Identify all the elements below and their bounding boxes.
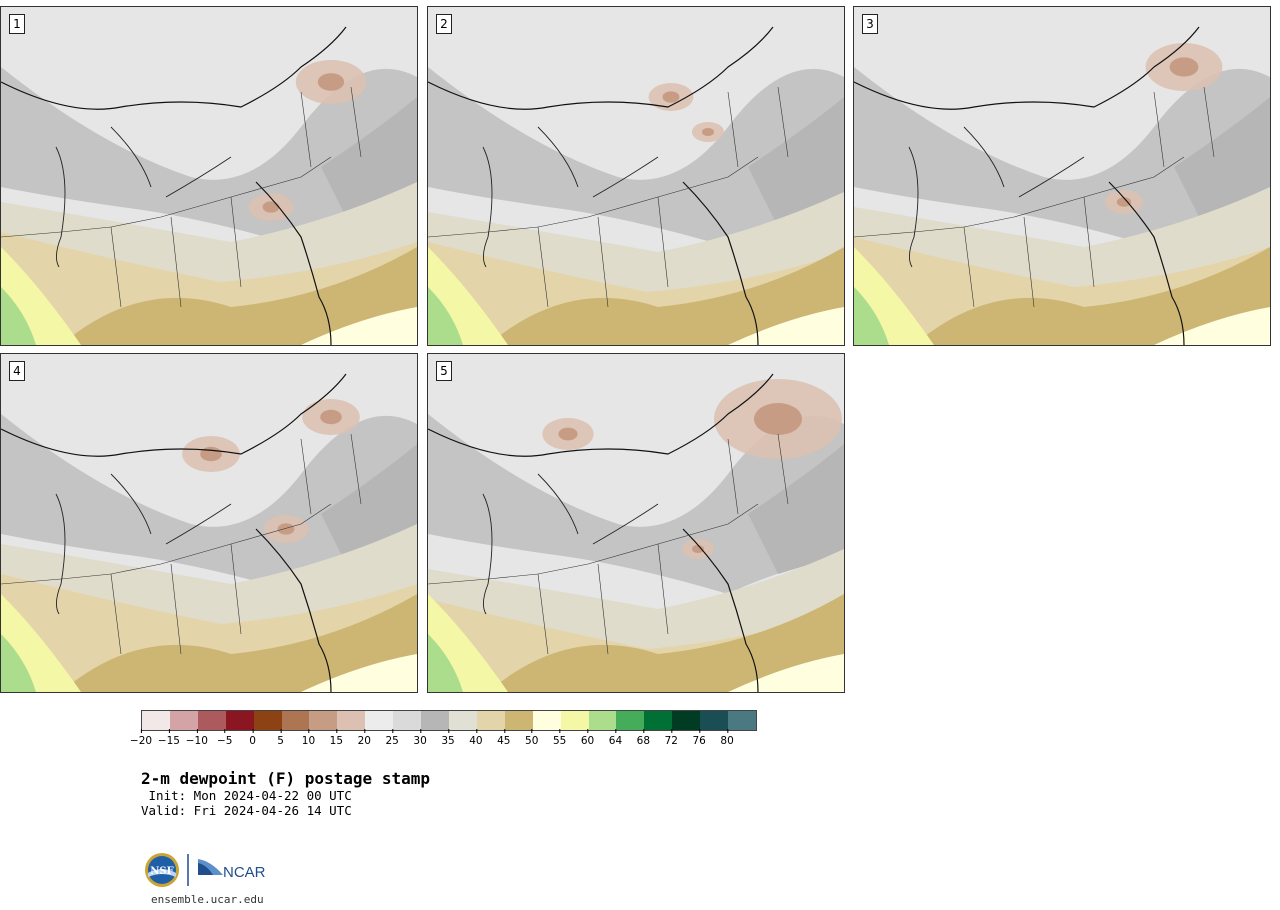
colorbar-swatch	[365, 711, 394, 730]
colorbar-swatch	[448, 711, 477, 730]
colorbar-swatch	[197, 711, 226, 730]
nsf-logo-text: NSF	[150, 866, 173, 877]
colorbar-swatch	[588, 711, 617, 730]
panel-number: 5	[436, 361, 452, 381]
colorbar-swatch	[142, 711, 170, 730]
colorbar-swatch	[309, 711, 338, 730]
colorbar-ticks: −20 −15 −10 −5 0 5 10 15 20 25 30 35 40 45 50 55 60 64 68 7…	[130, 729, 755, 749]
init-time: Init: Mon 2024-04-22 00 UTC	[141, 788, 352, 803]
colorbar-tick-label: −5	[217, 729, 232, 747]
website-url: ensemble.ucar.edu	[151, 893, 264, 906]
colorbar-tick-label: 10	[302, 729, 315, 747]
plot-title: 2-m dewpoint (F) postage stamp	[141, 769, 430, 788]
dewpoint-map	[1, 7, 417, 345]
panel-number: 1	[9, 14, 25, 34]
colorbar-tick-label: −15	[158, 729, 180, 747]
colorbar-tick-label: 40	[469, 729, 483, 747]
colorbar-swatch	[393, 711, 422, 730]
colorbar-swatch	[421, 711, 449, 730]
dewpoint-map	[854, 7, 1270, 345]
colorbar-tick-label: 30	[413, 729, 427, 747]
colorbar-tick-label: 20	[358, 729, 371, 747]
colorbar-swatch	[700, 711, 729, 730]
map-panel-5: 5	[427, 353, 845, 693]
colorbar-swatch	[616, 711, 645, 730]
colorbar-swatch	[728, 711, 756, 730]
colorbar-swatch	[337, 711, 366, 730]
panel-number: 4	[9, 361, 25, 381]
colorbar-tick-label: 50	[525, 729, 538, 747]
colorbar-swatch	[253, 711, 282, 730]
map-panel-1: 1	[0, 6, 418, 346]
colorbar-swatch	[504, 711, 533, 730]
map-panel-4: 4	[0, 353, 418, 693]
colorbar-tick-label: −10	[186, 729, 208, 747]
nsf-ncar-logo: NSF NCAR	[145, 853, 266, 887]
colorbar-swatch	[672, 711, 701, 730]
colorbar-tick-label: 45	[497, 729, 511, 747]
colorbar-tick-label: 64	[609, 729, 622, 747]
colorbar-tick-label: 68	[637, 729, 650, 747]
colorbar-swatch	[281, 711, 310, 730]
map-panel-2: 2	[427, 6, 845, 346]
colorbar-tick-label: 55	[553, 729, 566, 747]
dewpoint-map	[428, 7, 844, 345]
dewpoint-map	[428, 354, 844, 692]
colorbar-swatch	[644, 711, 673, 730]
nsf-logo: NSF	[145, 853, 179, 887]
map-panel-3: 3	[853, 6, 1271, 346]
colorbar-tick-label: 25	[385, 729, 399, 747]
colorbar-swatch	[476, 711, 505, 730]
colorbar-tick-label: 76	[692, 729, 706, 747]
colorbar-tick-label: 72	[665, 729, 678, 747]
valid-time: Valid: Fri 2024-04-26 14 UTC	[141, 803, 352, 818]
colorbar-tick-label: 15	[330, 729, 343, 747]
ncar-logo: NCAR	[198, 859, 266, 881]
colorbar-tick-label: 0	[249, 729, 256, 747]
dewpoint-colorbar	[141, 710, 757, 731]
colorbar-tick-label: 35	[441, 729, 455, 747]
panel-number: 2	[436, 14, 452, 34]
colorbar-tick-label: −20	[130, 729, 152, 747]
colorbar-tick-label: 60	[581, 729, 594, 747]
panel-number: 3	[862, 14, 878, 34]
colorbar-swatch	[560, 711, 589, 730]
colorbar-swatch	[225, 711, 254, 730]
ncar-logo-text: NCAR	[223, 864, 266, 881]
colorbar-swatch	[532, 711, 561, 730]
dewpoint-map	[1, 354, 417, 692]
colorbar-tick-label: 5	[277, 729, 284, 747]
colorbar-swatch	[169, 711, 198, 730]
colorbar-tick-label: 80	[720, 729, 734, 747]
logo-block: NSF NCAR	[143, 851, 273, 889]
